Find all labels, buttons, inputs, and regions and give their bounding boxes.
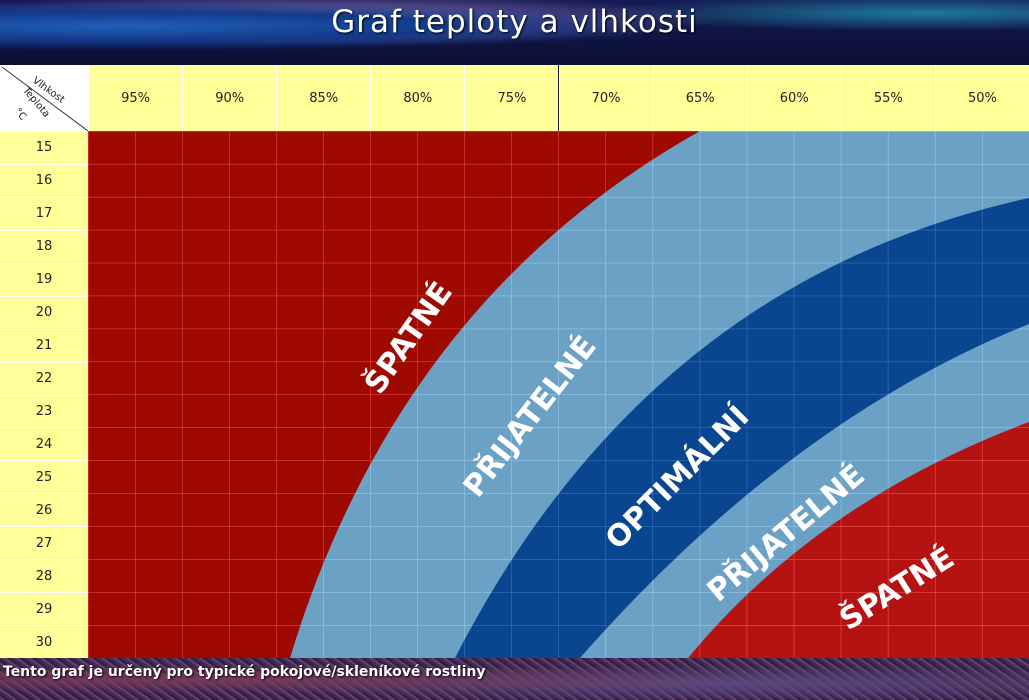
temperature-row-header: 16 [0, 163, 88, 197]
temperature-row-header: 27 [0, 526, 88, 560]
title-banner: Graf teploty a vlhkosti [0, 0, 1029, 65]
humidity-column-header: 60% [746, 65, 841, 131]
temperature-row-header: 15 [0, 131, 88, 164]
temperature-row-header: 23 [0, 394, 88, 428]
footnote: Tento graf je určený pro typické pokojov… [3, 664, 486, 680]
humidity-column-header: 90% [182, 65, 277, 131]
chart-area: Vlhkost Teplota °C 95% 90% 85% 80% 75% 70% 65%… [0, 65, 1029, 658]
humidity-column-header: 50% [934, 65, 1029, 131]
temperature-row-header: 17 [0, 196, 88, 230]
temperature-row-header: 29 [0, 592, 88, 626]
zone-bad-humid [88, 131, 700, 658]
temperature-row-header: 20 [0, 295, 88, 329]
zone-optimal [455, 198, 1029, 658]
humidity-column-header: 75% [464, 65, 559, 131]
temperature-row-header: 18 [0, 229, 88, 263]
zone-plot: ŠPATNÉ PŘIJATELNÉ OPTIMÁLNÍ PŘIJATELNÉ Š… [88, 131, 1029, 658]
temperature-row-header: 26 [0, 493, 88, 527]
temperature-row-header: 30 [0, 625, 88, 658]
temperature-row-header: 22 [0, 361, 88, 395]
chart-title: Graf teploty a vlhkosti [331, 4, 698, 40]
humidity-column-header: 85% [276, 65, 371, 131]
humidity-column-header: 55% [840, 65, 935, 131]
corner-diagonal-line [1, 66, 88, 131]
temperature-row-header: 19 [0, 262, 88, 296]
temperature-row-header: 28 [0, 559, 88, 593]
humidity-column-header: 65% [652, 65, 747, 131]
axis-corner: Vlhkost Teplota °C [0, 65, 88, 131]
temperature-row-header: 21 [0, 328, 88, 362]
zone-bad-dry [688, 422, 1029, 658]
temperature-row-header: 24 [0, 427, 88, 461]
humidity-column-header: 80% [370, 65, 465, 131]
humidity-column-header: 95% [88, 65, 183, 131]
humidity-column-header: 70% [558, 65, 653, 131]
temperature-row-header: 25 [0, 460, 88, 494]
footer-banner [0, 658, 1029, 700]
